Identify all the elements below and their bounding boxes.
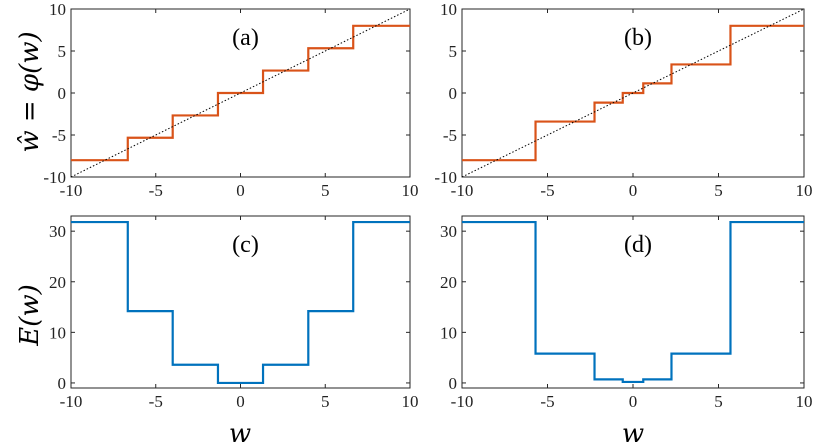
x-tick-label: 10 bbox=[402, 392, 419, 411]
x-tick-label: 5 bbox=[714, 392, 723, 411]
x-tick-label: 0 bbox=[236, 392, 245, 411]
identity-line bbox=[70, 8, 411, 178]
panel-label: (b) bbox=[624, 25, 652, 51]
x-tick-label: 0 bbox=[629, 392, 638, 411]
y-tick-label: 10 bbox=[440, 323, 457, 342]
y-tick-label: 5 bbox=[58, 42, 67, 61]
y-tick-label: 0 bbox=[58, 374, 67, 393]
panel-label: (a) bbox=[232, 25, 259, 51]
panel-c: -10 -5 0 5 10 30 20 10 0 (c) bbox=[49, 215, 419, 411]
x-tick-label: 5 bbox=[321, 181, 330, 200]
x-tick-label: 5 bbox=[321, 392, 330, 411]
y-tick-label: 0 bbox=[449, 374, 458, 393]
panel-b: -10 -5 0 5 10 10 5 0 -5 -10 (b) bbox=[434, 0, 812, 200]
panel-a: -10 -5 0 5 10 10 5 0 -5 -10 (a) bbox=[43, 0, 418, 200]
y-axis-title-top: ŵ = φ(w) bbox=[15, 31, 45, 152]
identity-line bbox=[461, 8, 805, 178]
step-series bbox=[462, 24, 804, 162]
x-tick-label: -10 bbox=[60, 181, 83, 200]
x-tick-label: 10 bbox=[402, 181, 419, 200]
y-tick-label: 10 bbox=[49, 323, 66, 342]
x-tick-label: -5 bbox=[540, 181, 554, 200]
x-tick-label: -5 bbox=[540, 392, 554, 411]
x-tick-label: -5 bbox=[149, 181, 163, 200]
y-tick-label: 10 bbox=[49, 0, 66, 19]
panel-label: (d) bbox=[624, 232, 652, 258]
y-tick-label: -10 bbox=[43, 168, 66, 187]
y-axis-title-bottom: E(w) bbox=[15, 284, 45, 347]
step-series bbox=[71, 220, 410, 385]
x-tick-label: 0 bbox=[629, 181, 638, 200]
y-tick-label: 5 bbox=[449, 42, 458, 61]
y-tick-label: 30 bbox=[49, 222, 66, 241]
x-tick-label: -5 bbox=[149, 392, 163, 411]
x-axis-title-left: w bbox=[229, 419, 251, 448]
x-tick-label: -10 bbox=[60, 392, 83, 411]
y-tick-label: 20 bbox=[440, 273, 457, 292]
y-tick-label: -10 bbox=[434, 168, 457, 187]
y-tick-label: 10 bbox=[440, 0, 457, 19]
y-tick-label: 0 bbox=[58, 84, 67, 103]
panel-d: -10 -5 0 5 10 30 20 10 0 (d) bbox=[440, 215, 813, 411]
step-series bbox=[462, 220, 804, 384]
x-tick-label: 10 bbox=[796, 392, 813, 411]
y-tick-label: -5 bbox=[52, 126, 66, 145]
x-tick-label: 0 bbox=[236, 181, 245, 200]
x-tick-label: -10 bbox=[451, 392, 474, 411]
x-axis-title-right: w bbox=[622, 419, 644, 448]
y-tick-label: 30 bbox=[440, 222, 457, 241]
x-tick-label: -10 bbox=[451, 181, 474, 200]
x-tick-label: 10 bbox=[796, 181, 813, 200]
y-tick-label: 0 bbox=[449, 84, 458, 103]
x-tick-label: 5 bbox=[714, 181, 723, 200]
y-tick-label: 20 bbox=[49, 273, 66, 292]
panel-label: (c) bbox=[232, 232, 259, 258]
y-tick-label: -5 bbox=[443, 126, 457, 145]
